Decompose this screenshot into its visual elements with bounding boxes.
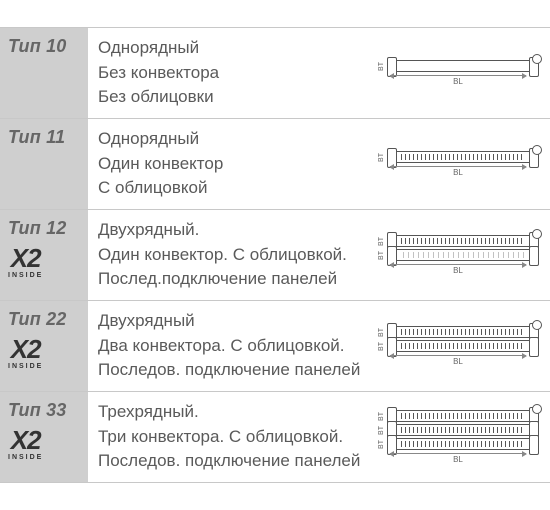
description-line: Один конвектор. С облицовкой. — [98, 243, 362, 268]
x2-inside-badge: X2INSIDE — [8, 245, 43, 279]
bl-label: BL — [390, 355, 526, 366]
diagram-layer: BT — [378, 326, 538, 338]
x2-inside-badge: X2INSIDE — [8, 427, 43, 461]
description-line: Двухрядный. — [98, 218, 362, 243]
type-label: Тип 11 — [8, 127, 65, 148]
bl-label: BL — [390, 264, 526, 275]
description-line: Трехрядный. — [98, 400, 362, 425]
panel-with-convector — [388, 424, 538, 436]
diagram-layers: BT — [378, 151, 538, 163]
description-line: Однорядный — [98, 127, 362, 152]
bt-label: BT — [378, 237, 385, 246]
panel-with-convector — [388, 326, 538, 338]
table-row: Тип 22 X2INSIDE ДвухрядныйДва конвектора. … — [0, 300, 550, 391]
type-label: Тип 33 — [8, 400, 67, 421]
description-line: Последов. подключение панелей — [98, 449, 362, 474]
bt-label: BT — [378, 342, 385, 351]
description-line: Три конвектора. С облицовкой. — [98, 425, 362, 450]
description-line: Послед.подключение панелей — [98, 267, 362, 292]
bt-label: BT — [378, 328, 385, 337]
x2-bottom: INSIDE — [8, 454, 43, 461]
diagram-layer: BT — [378, 340, 538, 352]
bl-label: BL — [390, 166, 526, 177]
type-label: Тип 12 — [8, 218, 67, 239]
diagram-layers: BT — [378, 60, 538, 72]
diagram-layer: BT — [378, 410, 538, 422]
diagram-cell: BT BT BL — [370, 301, 550, 391]
diagram-cell: BT BT BL — [370, 210, 550, 300]
type-cell: Тип 33 X2INSIDE — [0, 392, 88, 482]
type-label: Тип 10 — [8, 36, 67, 57]
bt-label: BT — [378, 62, 385, 71]
end-cap-right-icon — [529, 435, 539, 455]
x2-bottom: INSIDE — [8, 363, 43, 370]
description-line: Без конвектора — [98, 61, 362, 86]
diagram-layer: BT — [378, 235, 538, 247]
radiator-types-table: Тип 10ОднорядныйБез конвектораБез облицо… — [0, 0, 550, 510]
x2-top: X2 — [11, 245, 41, 271]
description-line: Последов. подключение панелей — [98, 358, 362, 383]
diagram-layers: BT BT — [378, 235, 538, 261]
panel-with-convector — [388, 438, 538, 450]
x2-bottom: INSIDE — [8, 272, 43, 279]
x2-top: X2 — [11, 336, 41, 362]
diagram-layer: BT — [378, 424, 538, 436]
diagram-layers: BT BT — [378, 326, 538, 352]
description-line: Один конвектор — [98, 152, 362, 177]
end-cap-right-icon — [529, 337, 539, 357]
description-line: Однорядный — [98, 36, 362, 61]
type-cell: Тип 10 — [0, 28, 88, 118]
bt-label: BT — [378, 412, 385, 421]
diagram-layers: BT BT BT — [378, 410, 538, 450]
panel-plain — [388, 60, 538, 72]
description-line: С облицовкой — [98, 176, 362, 201]
type-cell: Тип 12 X2INSIDE — [0, 210, 88, 300]
type-cell: Тип 11 — [0, 119, 88, 209]
radiator-diagram: BT BT BT BL — [378, 410, 538, 464]
description-line: Двухрядный — [98, 309, 362, 334]
radiator-diagram: BT BT BL — [378, 326, 538, 366]
end-cap-right-icon — [529, 57, 539, 77]
bt-label: BT — [378, 251, 385, 260]
description-line: Два конвектора. С облицовкой. — [98, 334, 362, 359]
radiator-diagram: BT BL — [378, 151, 538, 177]
panel-plain — [388, 249, 538, 261]
panel-with-convector — [388, 410, 538, 422]
diagram-layer: BT — [378, 249, 538, 261]
radiator-diagram: BT BT BL — [378, 235, 538, 275]
table-row: Тип 33 X2INSIDE Трехрядный.Три конвектора.… — [0, 391, 550, 483]
end-cap-right-icon — [529, 246, 539, 266]
description-cell: Трехрядный.Три конвектора. С облицовкой.… — [88, 392, 370, 482]
description-line: Без облицовки — [98, 85, 362, 110]
type-label: Тип 22 — [8, 309, 67, 330]
bl-label: BL — [390, 75, 526, 86]
bl-label: BL — [390, 453, 526, 464]
panel-with-convector — [388, 151, 538, 163]
diagram-layer: BT — [378, 438, 538, 450]
description-cell: ОднорядныйОдин конвекторС облицовкой — [88, 119, 370, 209]
panel-with-convector — [388, 235, 538, 247]
panel-with-convector — [388, 340, 538, 352]
type-cell: Тип 22 X2INSIDE — [0, 301, 88, 391]
bt-label: BT — [378, 440, 385, 449]
diagram-layer: BT — [378, 60, 538, 72]
description-cell: ДвухрядныйДва конвектора. С облицовкой.П… — [88, 301, 370, 391]
table-row: Тип 10 ОднорядныйБез конвектораБез облицо… — [0, 27, 550, 118]
x2-top: X2 — [11, 427, 41, 453]
bt-label: BT — [378, 426, 385, 435]
diagram-cell: BT BL — [370, 119, 550, 209]
description-cell: Двухрядный.Один конвектор. С облицовкой.… — [88, 210, 370, 300]
diagram-cell: BT BT BT BL — [370, 392, 550, 482]
end-cap-right-icon — [529, 148, 539, 168]
radiator-diagram: BT BL — [378, 60, 538, 86]
table-row: Тип 11 ОднорядныйОдин конвекторС облицовк… — [0, 118, 550, 209]
diagram-layer: BT — [378, 151, 538, 163]
x2-inside-badge: X2INSIDE — [8, 336, 43, 370]
table-row: Тип 12 X2INSIDE Двухрядный.Один конвектор.… — [0, 209, 550, 300]
diagram-cell: BT BL — [370, 28, 550, 118]
bt-label: BT — [378, 153, 385, 162]
description-cell: ОднорядныйБез конвектораБез облицовки — [88, 28, 370, 118]
